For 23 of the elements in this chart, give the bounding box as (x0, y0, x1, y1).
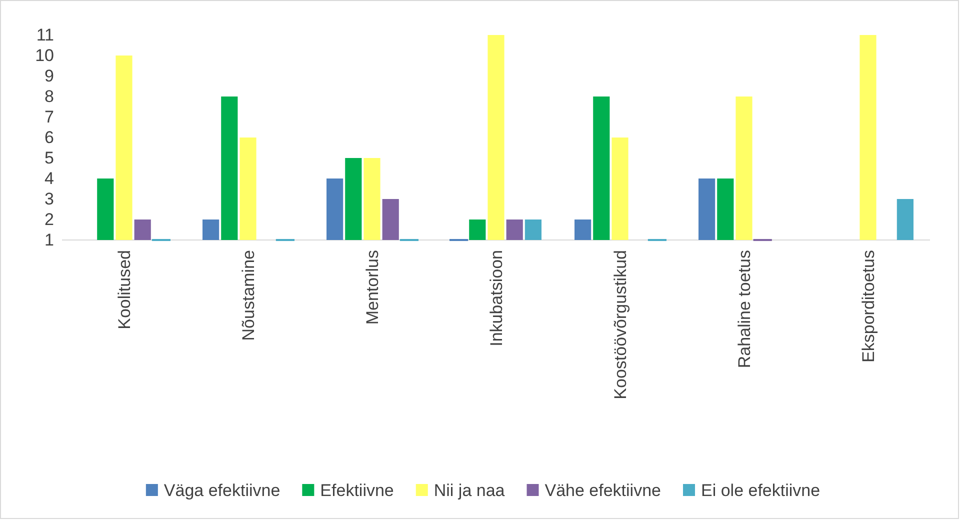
y-tick-label: 4 (44, 168, 54, 188)
x-tick-label: Rahaline toetus (734, 250, 754, 368)
y-tick-label: 10 (35, 46, 54, 65)
y-tick-label: 8 (44, 86, 54, 106)
y-tick-label: 1 (44, 230, 54, 250)
y-tick-label: 5 (44, 148, 54, 168)
legend-label: Ei ole efektiivne (701, 480, 820, 500)
x-tick-label: Koostöövõrgustikud (610, 250, 630, 400)
y-tick-label: 2 (44, 210, 54, 229)
y-tick-label: 6 (44, 128, 54, 147)
x-tick-label: Eksporditoetus (858, 250, 878, 362)
x-tick-label: Nõustamine (238, 250, 258, 341)
x-tick-label: Inkubatsioon (486, 250, 506, 346)
legend-label: Nii ja naa (434, 480, 506, 500)
y-tick-label: 3 (44, 189, 54, 208)
x-tick-label: Koolitused (114, 250, 134, 330)
x-tick-label: Mentorlus (362, 250, 382, 325)
legend-label: Efektiivne (320, 480, 394, 500)
legend-label: Vähe efektiivne (544, 480, 661, 500)
y-tick-label: 9 (44, 66, 54, 86)
legend-label: Väga efektiivne (164, 480, 280, 500)
y-tick-label: 11 (36, 25, 54, 44)
y-tick-label: 7 (44, 107, 54, 126)
